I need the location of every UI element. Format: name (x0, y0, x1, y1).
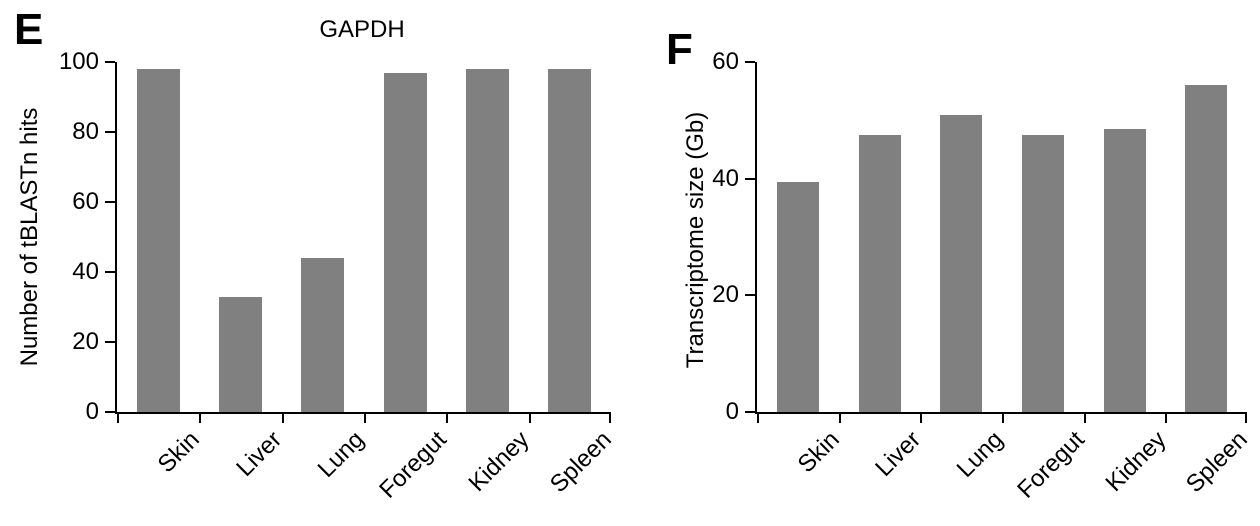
x-tick (1245, 414, 1247, 423)
x-tick (364, 414, 366, 423)
y-tick (105, 61, 115, 63)
x-tick (1002, 414, 1004, 423)
y-tick-label: 40 (712, 164, 739, 192)
x-category-label-lung: Lung (313, 426, 370, 483)
y-tick-label: 80 (72, 118, 99, 145)
y-tick-label: 20 (712, 281, 739, 309)
chart-title-gapdh: GAPDH (319, 16, 405, 43)
x-category-label-spleen: Spleen (544, 426, 617, 498)
y-tick (105, 411, 115, 413)
y-tick-label: 0 (725, 398, 739, 425)
y-axis-label-tblastn-hits: Number of tBLASTn hits (16, 107, 43, 367)
y-tick (745, 294, 755, 297)
bar-spleen (1185, 85, 1228, 412)
panel-f: F Transcriptome size (Gb) 0 20 40 60 Skin Liv… (630, 0, 1260, 526)
y-tick-label: 60 (72, 188, 99, 215)
y-tick (105, 271, 115, 273)
bar-skin (136, 69, 180, 412)
x-tick (1165, 414, 1168, 423)
x-category-label-skin: Skin (153, 426, 206, 479)
plot-area-f: 0 20 40 60 Skin Liver Lung Foregut Kidney Spleen (712, 48, 1253, 504)
x-category-label-foregut: Foregut (374, 426, 453, 504)
y-tick-label: 0 (85, 398, 99, 425)
bar-foregut (1021, 134, 1064, 412)
y-tick (745, 411, 755, 413)
x-category-label-liver: Liver (231, 426, 288, 482)
x-category-label-kidney: Kidney (1100, 426, 1172, 497)
x-tick (117, 414, 119, 423)
bar-kidney (1103, 129, 1146, 412)
x-tick (199, 414, 202, 423)
x-category-label-foregut: Foregut (1012, 426, 1090, 504)
y-tick-label: 40 (72, 258, 99, 285)
x-category-label-kidney: Kidney (463, 426, 535, 497)
bar-spleen (548, 69, 592, 412)
plot-area-e: 0 20 40 60 80 100 Skin Liver Lung Foregut Kidney Sp… (59, 48, 617, 504)
y-axis-label-transcriptome-size: Transcriptome size (Gb) (682, 111, 709, 369)
panel-letter-e: E (14, 5, 44, 54)
bar-lung (940, 114, 983, 412)
x-category-label-lung: Lung (951, 426, 1009, 483)
x-tick (838, 414, 841, 423)
y-tick-label: 60 (712, 48, 739, 75)
x-tick (1083, 414, 1086, 423)
x-tick (446, 414, 449, 423)
panel-letter-f: F (666, 25, 693, 74)
x-category-label-skin: Skin (792, 426, 845, 479)
y-tick-label: 100 (58, 48, 99, 75)
bar-lung (301, 258, 345, 412)
bar-liver (858, 134, 901, 412)
x-tick (528, 414, 531, 423)
bar-foregut (383, 72, 427, 412)
y-tick-label: 20 (72, 328, 99, 355)
bar-skin (776, 181, 819, 412)
y-tick (105, 131, 115, 133)
x-tick (281, 414, 284, 423)
x-tick (757, 414, 759, 423)
x-category-label-spleen: Spleen (1181, 426, 1254, 498)
y-tick (745, 61, 755, 63)
x-tick (920, 414, 923, 423)
x-tick (609, 414, 611, 423)
bar-kidney (466, 69, 509, 412)
y-tick (105, 341, 115, 343)
panel-e: E GAPDH Number of tBLASTn hits 0 20 40 60 80… (14, 5, 617, 504)
y-tick (105, 201, 115, 203)
y-tick (745, 177, 755, 180)
x-category-label-liver: Liver (870, 426, 927, 482)
bar-liver (219, 296, 262, 412)
